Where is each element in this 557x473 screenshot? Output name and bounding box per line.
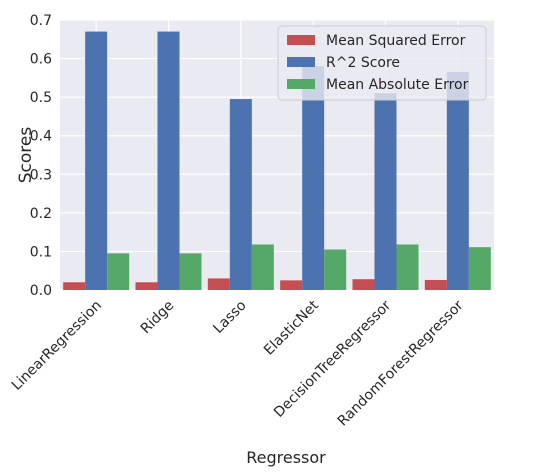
bar-mean-absolute-error-0 [107,253,130,290]
bar-mean-absolute-error-3 [324,249,347,290]
x-tick-label: RandomForestRegressor [335,297,467,429]
bar-r-2-score-2 [229,99,252,290]
y-tick-label: 0.3 [30,167,52,183]
y-tick-label: 0.1 [30,244,52,260]
x-tick-label: ElasticNet [261,297,322,358]
y-axis-label: Scores [16,127,36,184]
y-tick-label: 0.6 [30,52,52,68]
bar-r-2-score-4 [374,93,397,291]
y-tick-label: 0.2 [30,206,52,222]
y-tick-labels: 0.0 0.1 0.2 0.3 0.4 0.5 0.6 0.7 [30,13,52,299]
bar-mean-absolute-error-1 [179,253,202,290]
legend-label: Mean Absolute Error [326,77,469,93]
bar-r-2-score-3 [302,66,325,291]
bar-r-2-score-0 [85,31,108,290]
x-tick-label: LinearRegression [9,298,105,394]
legend-swatch [287,79,315,89]
legend-swatch [287,35,315,45]
bars [63,31,491,291]
x-axis-label: Regressor [246,448,326,467]
bar-mean-squared-error-4 [352,279,375,290]
y-tick-label: 0.4 [30,129,52,145]
bar-mean-squared-error-3 [280,280,303,290]
x-tick-label: Lasso [210,298,249,337]
bar-mean-squared-error-1 [135,282,158,290]
bar-r-2-score-1 [157,31,180,290]
bar-r-2-score-5 [446,72,469,290]
legend-label: Mean Squared Error [326,33,466,49]
y-tick-label: 0.7 [30,13,52,29]
legend-label: R^2 Score [326,55,400,71]
x-tick-label: Ridge [138,298,178,338]
legend: Mean Squared Error R^2 Score Mean Absolute… [277,25,487,101]
bar-mean-absolute-error-2 [251,244,274,290]
bar-mean-absolute-error-4 [396,244,419,290]
bar-mean-absolute-error-5 [468,247,491,290]
x-tick-labels: LinearRegression Ridge Lasso ElasticNetDeci… [9,297,467,429]
y-tick-label: 0.0 [30,283,52,299]
x-tick-label: DecisionTreeRegressor [271,297,394,420]
bar-mean-squared-error-5 [424,279,447,290]
legend-box [277,25,487,101]
legend-swatch [287,57,315,67]
bar-mean-squared-error-0 [63,282,86,290]
bar-mean-squared-error-2 [207,278,230,290]
y-tick-label: 0.5 [30,90,52,106]
